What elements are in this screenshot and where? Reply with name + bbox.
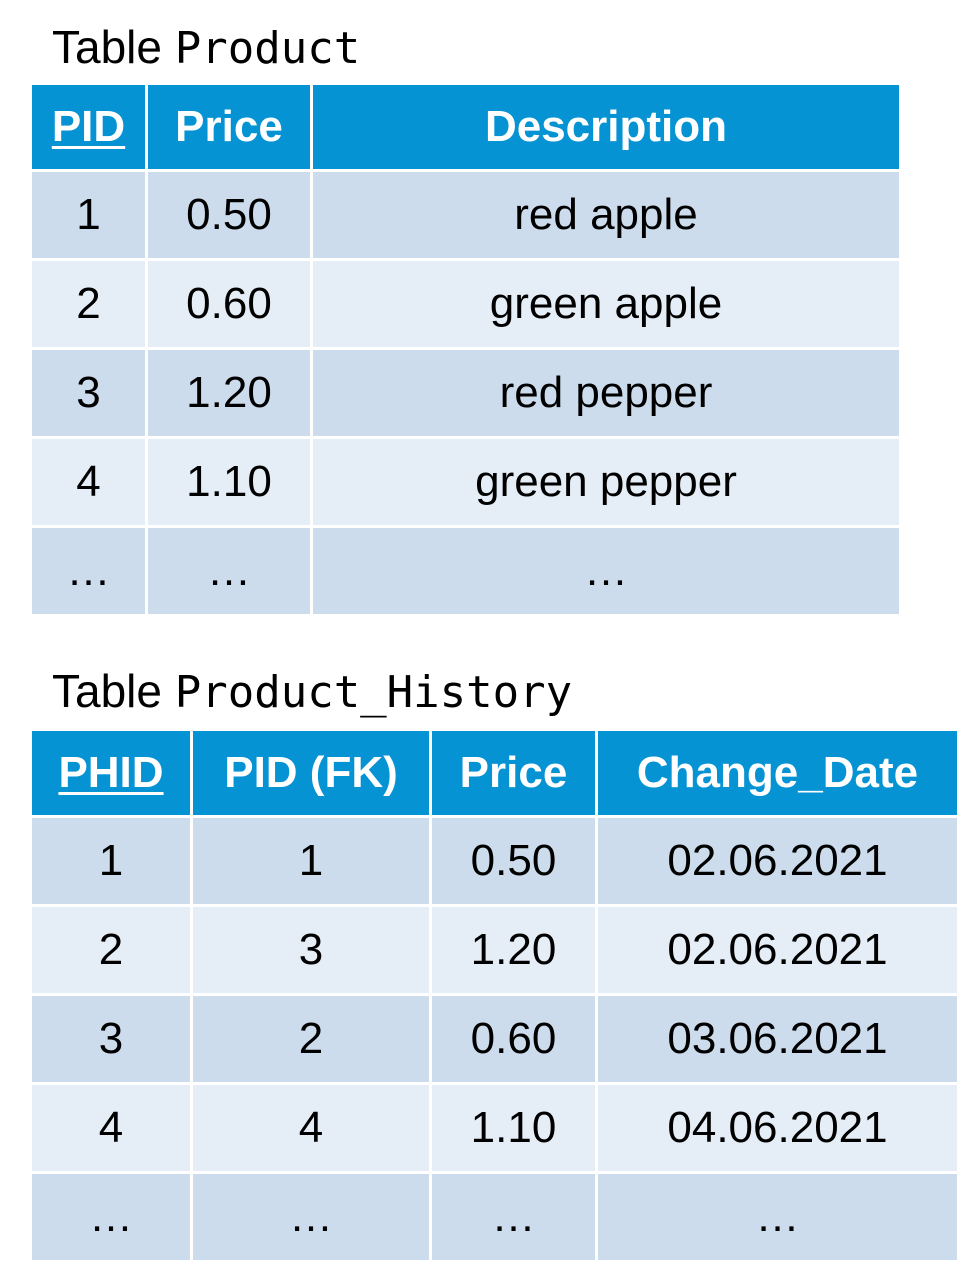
- table-cell: 4: [29, 436, 148, 528]
- history-col-phid: PHID: [29, 728, 193, 818]
- table-cell: …: [190, 1171, 432, 1263]
- product-table: PID Price Description 1 0.50 red apple 2…: [29, 82, 902, 617]
- table-cell: green apple: [310, 258, 902, 350]
- table-cell: 1.20: [145, 347, 313, 439]
- table-row: 2 3 1.20 02.06.2021: [29, 904, 960, 996]
- table-cell: 1.20: [429, 904, 598, 996]
- table-cell: 02.06.2021: [595, 815, 960, 907]
- table-cell: 0.60: [145, 258, 313, 350]
- table-cell: 4: [190, 1082, 432, 1174]
- table-cell: …: [29, 525, 148, 617]
- table-row: 1 1 0.50 02.06.2021: [29, 815, 960, 907]
- table-cell: …: [145, 525, 313, 617]
- table-cell: 1.10: [145, 436, 313, 528]
- product-col-pid: PID: [29, 82, 148, 172]
- table-cell: 3: [190, 904, 432, 996]
- table-row: 1 0.50 red apple: [29, 169, 902, 261]
- table-cell: 2: [29, 258, 148, 350]
- table-cell: 2: [29, 904, 193, 996]
- product-col-price: Price: [145, 82, 313, 172]
- history-header-row: PHID PID (FK) Price Change_Date: [29, 728, 960, 818]
- product-title-name: Product: [174, 23, 361, 74]
- history-table-title: Table Product_History: [52, 668, 572, 715]
- table-cell: 3: [29, 347, 148, 439]
- table-row: 4 1.10 green pepper: [29, 436, 902, 528]
- table-cell: 1: [29, 815, 193, 907]
- table-cell: 04.06.2021: [595, 1082, 960, 1174]
- table-cell: 3: [29, 993, 193, 1085]
- table-cell: …: [595, 1171, 960, 1263]
- table-cell: …: [429, 1171, 598, 1263]
- table-row: 3 2 0.60 03.06.2021: [29, 993, 960, 1085]
- product-table-title: Table Product: [52, 24, 360, 71]
- table-row: 3 1.20 red pepper: [29, 347, 902, 439]
- product-header-row: PID Price Description: [29, 82, 902, 172]
- table-cell: red apple: [310, 169, 902, 261]
- table-cell: 0.60: [429, 993, 598, 1085]
- table-cell: red pepper: [310, 347, 902, 439]
- table-cell: 02.06.2021: [595, 904, 960, 996]
- product-title-prefix: Table: [52, 21, 162, 73]
- table-cell: 4: [29, 1082, 193, 1174]
- table-row: … … … …: [29, 1171, 960, 1263]
- table-cell: 1: [190, 815, 432, 907]
- table-cell: …: [310, 525, 902, 617]
- table-cell: 1.10: [429, 1082, 598, 1174]
- table-cell: 0.50: [145, 169, 313, 261]
- history-title-prefix: Table: [52, 665, 162, 717]
- table-cell: 03.06.2021: [595, 993, 960, 1085]
- table-cell: 0.50: [429, 815, 598, 907]
- table-cell: 1: [29, 169, 148, 261]
- table-row: 2 0.60 green apple: [29, 258, 902, 350]
- history-col-change-date: Change_Date: [595, 728, 960, 818]
- table-cell: 2: [190, 993, 432, 1085]
- product-history-table: PHID PID (FK) Price Change_Date 1 1 0.50…: [29, 728, 960, 1263]
- history-title-name: Product_History: [174, 667, 573, 718]
- table-row: … … …: [29, 525, 902, 617]
- table-cell: green pepper: [310, 436, 902, 528]
- history-col-pid-fk: PID (FK): [190, 728, 432, 818]
- product-col-description: Description: [310, 82, 902, 172]
- table-row: 4 4 1.10 04.06.2021: [29, 1082, 960, 1174]
- history-col-price: Price: [429, 728, 598, 818]
- table-cell: …: [29, 1171, 193, 1263]
